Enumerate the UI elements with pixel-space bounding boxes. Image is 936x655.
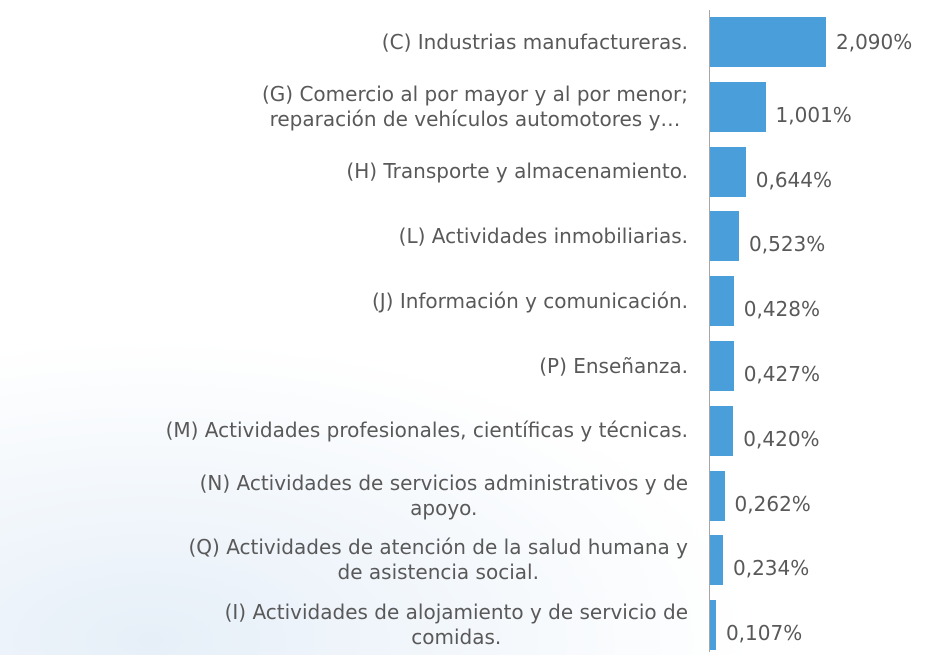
category-text: (I) Actividades de alojamiento y de serv… <box>224 600 688 650</box>
category-text: (L) Actividades inmobiliarias. <box>398 223 688 248</box>
category-label: (J) Información y comunicación. <box>0 271 688 331</box>
bar <box>710 535 723 586</box>
category-text: (N) Actividades de servicios administrat… <box>199 470 688 520</box>
category-text: (G) Comercio al por mayor y al por menor… <box>262 81 688 131</box>
bar <box>710 600 716 651</box>
bar <box>710 211 740 262</box>
bar <box>710 146 746 197</box>
bar <box>710 276 734 327</box>
category-label: (I) Actividades de alojamiento y de serv… <box>0 595 688 655</box>
value-label: 0,644% <box>755 167 832 192</box>
value-label: 0,262% <box>734 491 811 516</box>
category-text: (Q) Actividades de atención de la salud … <box>188 535 688 585</box>
category-text: (M) Actividades profesionales, científic… <box>165 418 688 443</box>
axis-line <box>709 10 710 652</box>
bar <box>710 17 826 67</box>
category-label: (G) Comercio al por mayor y al por menor… <box>0 77 688 137</box>
value-label: 0,107% <box>725 621 803 646</box>
value-label: 0,420% <box>743 426 820 451</box>
bar <box>710 81 766 132</box>
value-label: 0,427% <box>743 362 820 386</box>
category-text: (H) Transporte y almacenamiento. <box>346 159 688 184</box>
bar <box>710 405 734 456</box>
category-text: (P) Enseñanza. <box>539 353 688 378</box>
category-label: (C) Industrias manufactureras. <box>0 12 688 72</box>
bar <box>710 341 734 391</box>
category-label: (N) Actividades de servicios administrat… <box>0 466 688 526</box>
category-label: (H) Transporte y almacenamiento. <box>0 142 688 202</box>
value-label: 0,428% <box>743 297 821 322</box>
category-label: (M) Actividades profesionales, científic… <box>0 401 688 461</box>
bar <box>710 470 725 521</box>
value-label: 1,001% <box>775 102 852 127</box>
category-label: (P) Enseñanza. <box>0 336 688 396</box>
category-label: (Q) Actividades de atención de la salud … <box>0 530 688 590</box>
category-label: (L) Actividades inmobiliarias. <box>0 206 688 266</box>
value-label: 0,523% <box>749 232 826 257</box>
category-text: (J) Información y comunicación. <box>371 288 688 313</box>
category-text: (C) Industrias manufactureras. <box>381 29 688 54</box>
value-label: 0,234% <box>732 556 810 581</box>
value-label: 2,090% <box>836 30 913 54</box>
